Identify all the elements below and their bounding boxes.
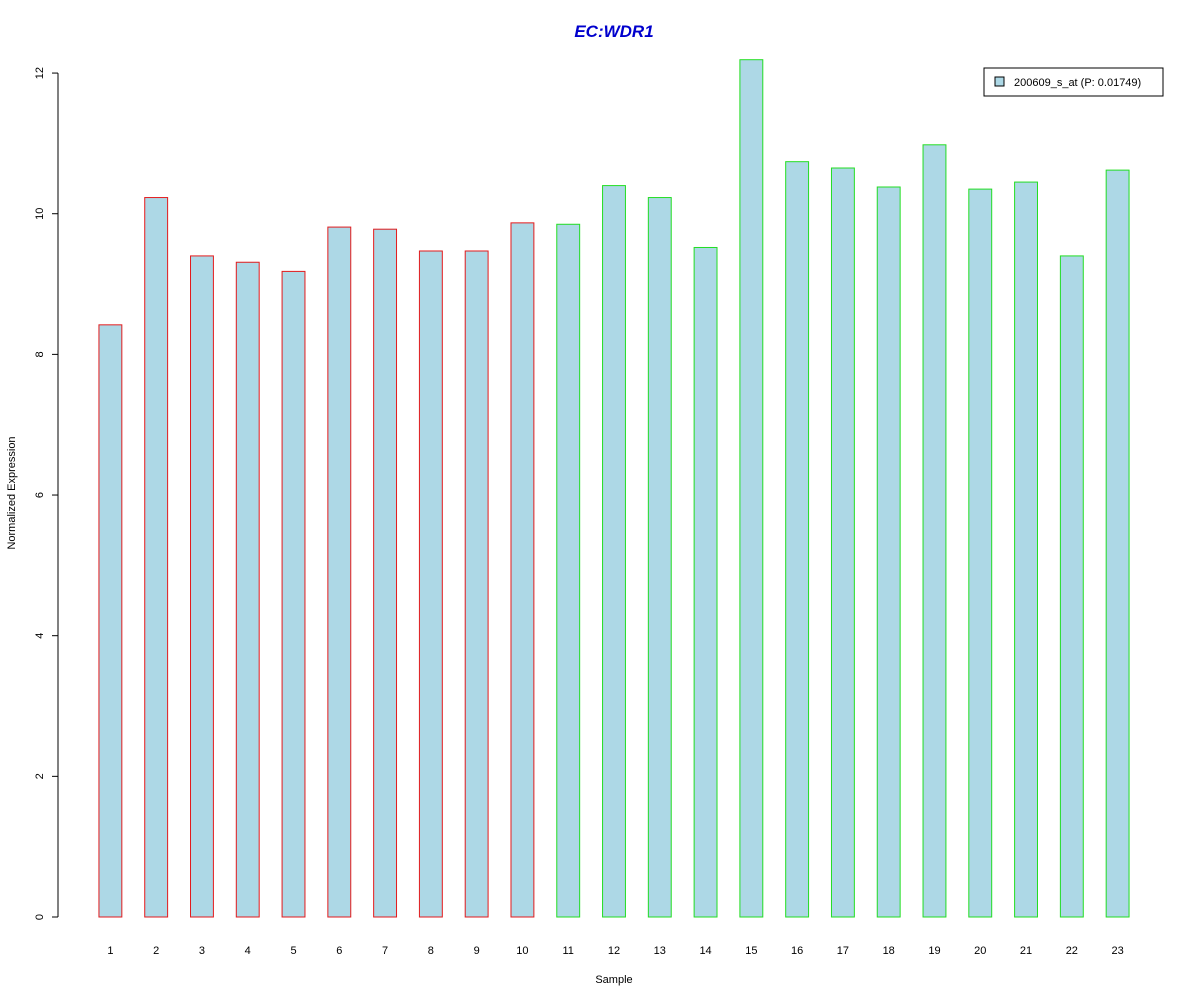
x-tick-label: 11 <box>563 945 574 957</box>
bar-sample-7 <box>373 228 398 918</box>
x-tick-label: 15 <box>745 945 757 957</box>
bar-sample-23 <box>1105 169 1130 918</box>
x-tick-label: 22 <box>1066 945 1078 957</box>
x-tick-label: 14 <box>699 945 711 957</box>
bar-sample-13 <box>647 197 672 918</box>
y-tick-label: 10 <box>34 208 46 220</box>
x-tick-label: 8 <box>428 945 434 957</box>
bar-sample-16 <box>785 161 810 918</box>
bar-sample-5 <box>281 270 306 918</box>
x-tick-label: 23 <box>1111 945 1123 957</box>
bar-sample-6 <box>327 226 352 918</box>
bar-sample-14 <box>693 246 718 918</box>
y-tick-label: 4 <box>34 633 46 639</box>
x-tick-label: 10 <box>516 945 528 957</box>
bar-sample-4 <box>235 261 260 918</box>
bar-sample-2 <box>144 197 169 918</box>
bar-sample-8 <box>418 250 443 918</box>
y-tick-label: 6 <box>34 492 46 498</box>
y-tick-label: 2 <box>34 773 46 779</box>
bar-sample-22 <box>1059 255 1084 918</box>
x-tick-label: 16 <box>791 945 803 957</box>
x-tick-label: 7 <box>382 945 388 957</box>
x-tick-label: 3 <box>199 945 205 957</box>
x-tick-label: 12 <box>608 945 620 957</box>
x-tick-label: 5 <box>290 945 296 957</box>
bar-sample-20 <box>968 188 993 918</box>
bar-sample-17 <box>830 167 855 918</box>
x-tick-label: 9 <box>474 945 480 957</box>
x-tick-label: 20 <box>974 945 986 957</box>
bar-sample-12 <box>602 185 626 918</box>
y-tick-label: 0 <box>34 914 46 920</box>
bar-sample-10 <box>510 222 535 918</box>
bar-sample-21 <box>1014 181 1038 918</box>
x-axis-tick-labels: 1 2 3 4 5 6 7 8 9 10 11 12 13 14 15 16 17 18 19 20 21 22 23 <box>107 945 1123 957</box>
x-tick-label: 19 <box>928 945 940 957</box>
bar-sample-19 <box>922 144 947 918</box>
legend: 200609_s_at (P: 0.01749) <box>983 67 1164 97</box>
y-tick-label: 12 <box>34 67 46 79</box>
chart-title: EC:WDR1 <box>574 22 653 41</box>
bar-sample-9 <box>464 250 489 918</box>
x-tick-label: 13 <box>654 945 666 957</box>
legend-entry-label: 200609_s_at (P: 0.01749) <box>1014 77 1141 89</box>
y-axis-label: Normalized Expression <box>6 436 18 549</box>
bar-sample-15 <box>739 59 764 918</box>
x-tick-label: 21 <box>1020 945 1032 957</box>
x-tick-label: 6 <box>336 945 342 957</box>
bar-sample-11 <box>556 223 581 918</box>
y-tick-label: 8 <box>34 351 46 357</box>
bar-sample-3 <box>190 255 214 918</box>
legend-swatch <box>994 76 1005 87</box>
legend-box <box>983 67 1164 97</box>
bar-sample-1 <box>98 324 123 918</box>
x-tick-label: 1 <box>107 945 113 957</box>
x-tick-label: 4 <box>245 945 251 957</box>
y-axis: 0 2 4 6 8 10 12 <box>34 67 59 920</box>
x-tick-label: 17 <box>837 945 849 957</box>
bar-series <box>98 59 1130 918</box>
x-tick-label: 18 <box>883 945 895 957</box>
x-tick-label: 2 <box>153 945 159 957</box>
bar-sample-18 <box>876 186 901 918</box>
x-axis-label: Sample <box>595 974 632 986</box>
